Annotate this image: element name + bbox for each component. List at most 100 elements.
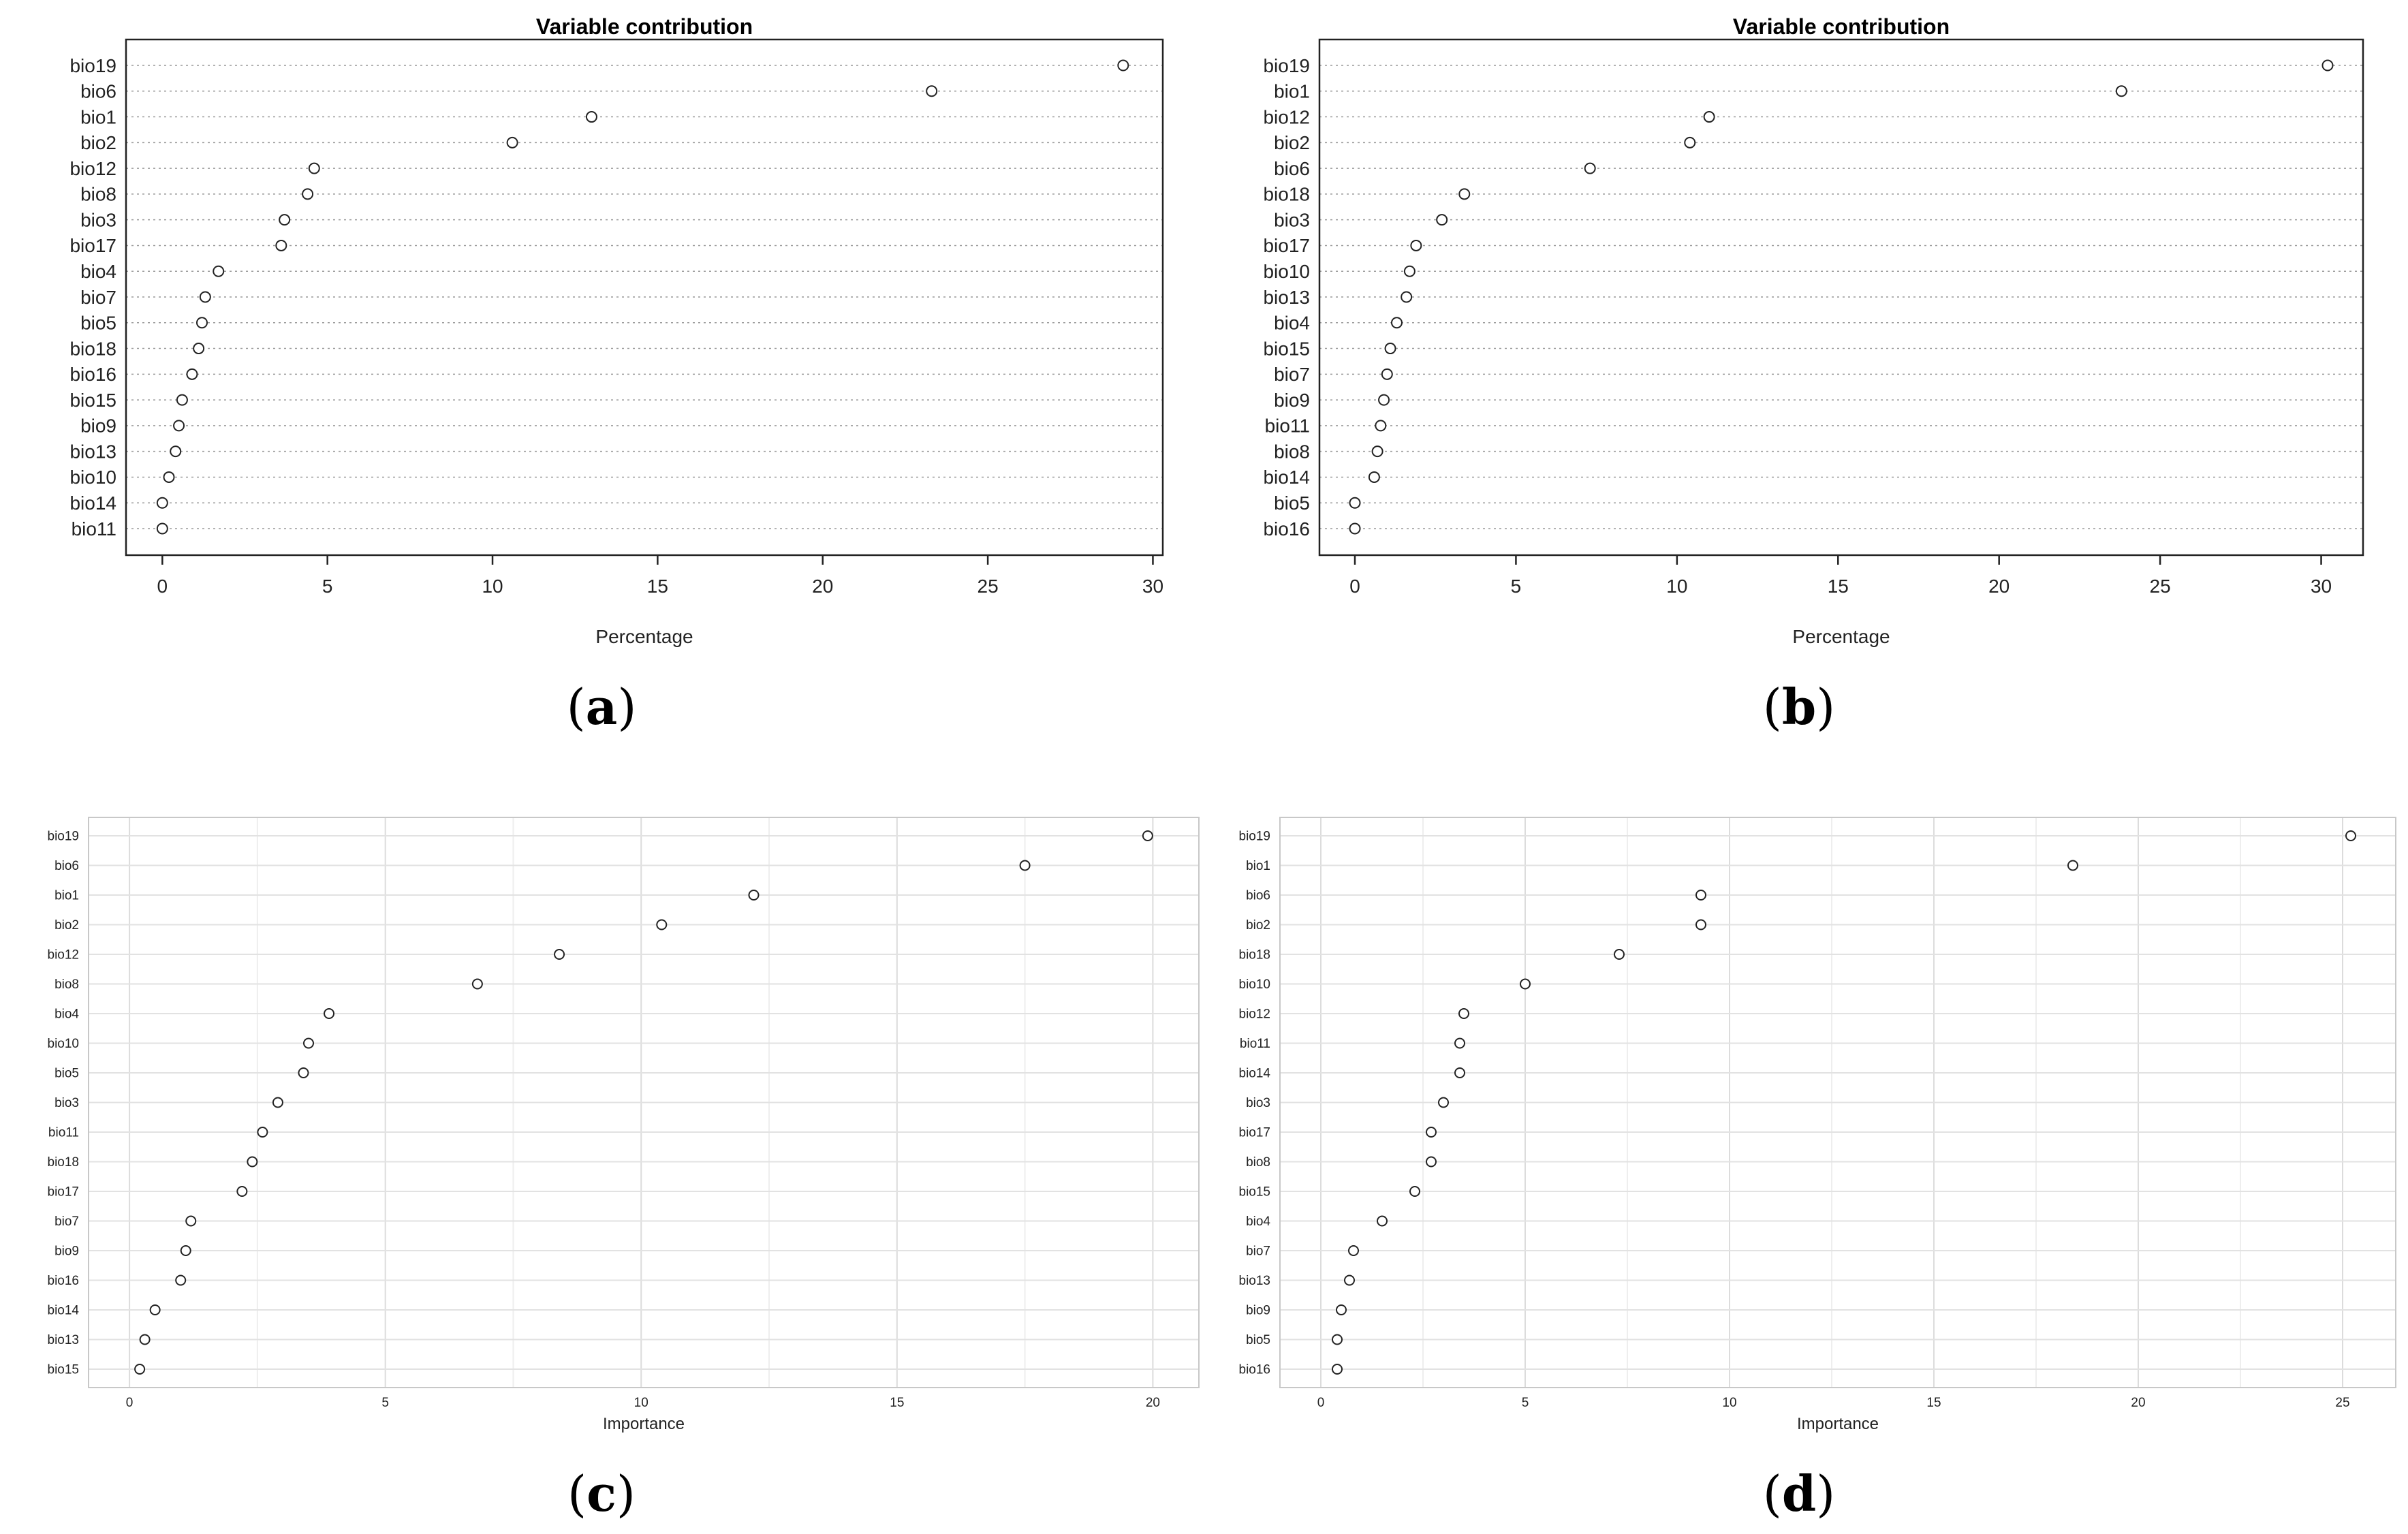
plot-border <box>1318 38 2364 557</box>
plot-border <box>1279 817 2396 1388</box>
data-point <box>173 420 185 432</box>
data-point <box>1403 265 1416 277</box>
category-label: bio3 <box>1246 1096 1270 1110</box>
chart-title: Variable contribution <box>1733 14 1950 39</box>
category-label: bio1 <box>54 889 79 903</box>
data-point <box>1409 1186 1420 1197</box>
category-label: bio7 <box>1246 1245 1270 1259</box>
category-label: bio12 <box>69 158 116 179</box>
data-point <box>1426 1127 1437 1138</box>
category-label: bio4 <box>1246 1215 1270 1229</box>
data-point <box>236 1186 248 1197</box>
data-point <box>1390 317 1403 329</box>
category-label: bio18 <box>1263 184 1310 205</box>
x-tick-label: 10 <box>634 1396 648 1410</box>
category-label: bio11 <box>1240 1037 1270 1051</box>
category-label: bio15 <box>69 390 116 411</box>
category-label: bio8 <box>1246 1155 1270 1170</box>
data-point <box>1584 162 1596 174</box>
x-axis-label: Percentage <box>595 626 693 647</box>
data-point <box>175 1274 187 1286</box>
panel-label-c-letter: c <box>587 1465 616 1522</box>
category-label: bio13 <box>69 441 116 462</box>
x-tick-label: 0 <box>157 576 168 597</box>
panel-label-c-close: ) <box>616 1465 636 1522</box>
data-point <box>1142 830 1153 841</box>
panel-label-b-close: ) <box>1816 678 1836 736</box>
data-point <box>193 343 205 355</box>
data-point <box>1426 1156 1437 1168</box>
data-point <box>1375 420 1387 432</box>
data-point <box>1520 978 1531 990</box>
category-label: bio10 <box>48 1037 80 1051</box>
data-point <box>1703 111 1715 123</box>
category-label: bio1 <box>1246 859 1270 873</box>
data-point <box>139 1334 151 1345</box>
data-point <box>302 1037 314 1049</box>
category-label: bio17 <box>1263 235 1310 256</box>
data-point <box>257 1127 268 1138</box>
x-tick-label: 10 <box>482 576 503 597</box>
data-point <box>247 1156 258 1168</box>
data-point <box>2067 860 2078 871</box>
data-point <box>1117 59 1129 72</box>
category-label: bio2 <box>54 918 79 933</box>
category-label: bio4 <box>80 261 116 282</box>
data-point <box>1377 1215 1388 1227</box>
panel-label-a-close: ) <box>617 678 637 736</box>
category-label: bio11 <box>72 518 116 539</box>
x-tick-label: 5 <box>322 576 333 597</box>
panel-label-b: (b) <box>1731 678 1867 736</box>
category-label: bio12 <box>1263 106 1310 127</box>
data-point <box>1458 1008 1469 1019</box>
chart-title: Variable contribution <box>536 14 753 39</box>
category-label: bio14 <box>1239 1067 1271 1081</box>
x-tick-label: 30 <box>2311 576 2332 597</box>
data-point <box>1349 522 1361 535</box>
data-point <box>185 1215 197 1227</box>
data-point <box>2345 830 2356 841</box>
data-point <box>163 471 175 483</box>
category-label: bio5 <box>1274 492 1310 514</box>
category-label: bio7 <box>80 287 116 308</box>
category-label: bio11 <box>48 1126 79 1140</box>
category-label: bio5 <box>54 1067 79 1081</box>
panel-label-a: (a) <box>533 678 670 736</box>
category-label: bio7 <box>1274 364 1310 385</box>
data-point <box>298 1067 309 1078</box>
data-point <box>1438 1097 1449 1108</box>
category-label: bio16 <box>69 364 116 385</box>
category-label: bio19 <box>1263 55 1310 76</box>
chart-panel-d: bio19 bio1 bio6 bio2 bio18 bio10 bio12 bio11 bio… <box>1204 790 2408 1534</box>
plot-border <box>125 38 1164 557</box>
panel-label-d-open: ( <box>1762 1465 1782 1522</box>
category-label: bio18 <box>48 1155 80 1170</box>
category-label: bio19 <box>48 830 80 844</box>
data-point <box>149 1304 161 1315</box>
data-point <box>554 949 565 960</box>
chart-panel-b: Variable contribution bio19 bio1 bio12 bio2 b… <box>1204 0 2408 749</box>
data-point <box>308 162 320 174</box>
data-point <box>324 1008 335 1019</box>
panel-label-a-open: ( <box>566 678 586 736</box>
x-tick-label: 0 <box>126 1396 134 1410</box>
chart-panel-a: Variable contribution bio19 bio6 bio1 bio2 bi… <box>0 0 1204 749</box>
category-label: bio4 <box>1274 313 1310 334</box>
data-point <box>1410 239 1422 251</box>
category-label: bio16 <box>1263 518 1310 539</box>
data-point <box>1332 1364 1343 1375</box>
data-point <box>275 239 287 251</box>
category-label: bio5 <box>1246 1333 1270 1347</box>
data-point <box>1454 1037 1465 1049</box>
data-point <box>1336 1304 1347 1315</box>
data-point <box>176 394 188 406</box>
panel-label-b-open: ( <box>1762 678 1782 736</box>
category-label: bio12 <box>48 948 80 962</box>
x-tick-label: 15 <box>1926 1396 1941 1410</box>
data-point <box>1684 136 1696 148</box>
data-point <box>156 497 168 509</box>
category-label: bio9 <box>80 416 116 437</box>
data-point <box>1368 471 1380 483</box>
data-point <box>134 1364 146 1375</box>
category-label: bio18 <box>69 338 116 359</box>
